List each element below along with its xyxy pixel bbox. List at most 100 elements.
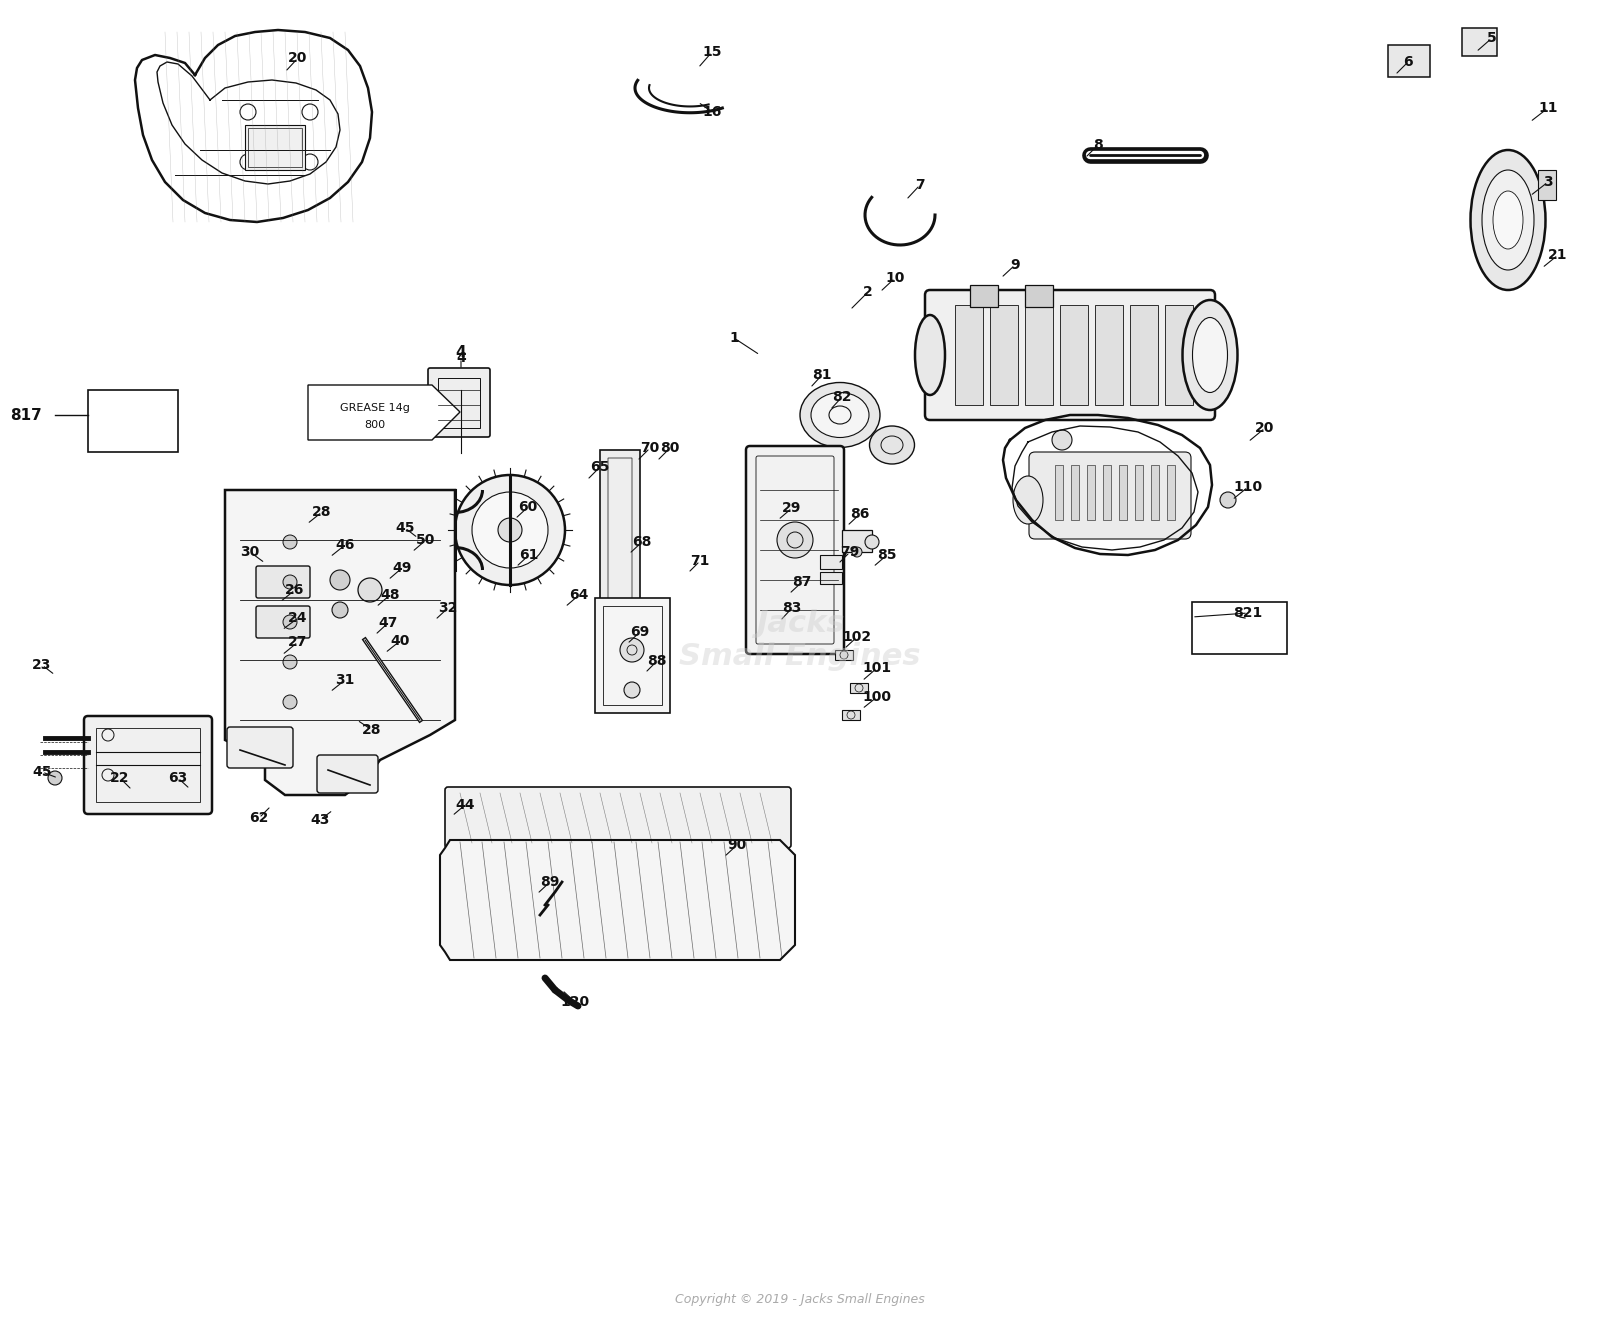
Text: 3: 3 [1542, 175, 1554, 189]
Ellipse shape [915, 315, 946, 395]
Bar [819, 554, 842, 569]
Text: 68: 68 [632, 536, 651, 549]
Text: 7: 7 [915, 178, 925, 191]
Text: 4: 4 [456, 351, 466, 366]
Text: 9: 9 [1010, 258, 1019, 272]
Circle shape [283, 574, 298, 589]
Polygon shape [440, 840, 795, 960]
Text: 5: 5 [1486, 31, 1498, 46]
Bar [245, 125, 306, 170]
Text: 81: 81 [813, 368, 832, 382]
FancyBboxPatch shape [429, 368, 490, 437]
Bar [1102, 465, 1110, 520]
Text: 30: 30 [240, 545, 259, 558]
Text: 86: 86 [850, 507, 870, 521]
Text: 29: 29 [782, 501, 802, 516]
Ellipse shape [1470, 150, 1546, 291]
Text: 85: 85 [877, 548, 896, 562]
Text: Copyright © 2019 - Jacks Small Engines: Copyright © 2019 - Jacks Small Engines [675, 1293, 925, 1307]
Bar [970, 285, 998, 307]
Text: 88: 88 [648, 653, 667, 668]
Bar [438, 378, 480, 428]
Text: 821: 821 [1234, 607, 1262, 620]
Circle shape [621, 637, 643, 661]
Circle shape [866, 536, 878, 549]
Bar [610, 862, 622, 943]
Bar [1070, 465, 1078, 520]
Bar [819, 572, 842, 584]
Bar [1026, 285, 1053, 307]
Text: 800: 800 [365, 420, 386, 430]
Text: 32: 32 [438, 601, 458, 615]
Ellipse shape [811, 392, 869, 438]
Text: 4: 4 [456, 345, 466, 360]
FancyBboxPatch shape [1029, 453, 1190, 540]
Bar [530, 862, 542, 943]
Bar [1150, 465, 1158, 520]
FancyBboxPatch shape [256, 566, 310, 599]
Text: 120: 120 [560, 995, 589, 1010]
Circle shape [498, 518, 522, 542]
Circle shape [283, 536, 298, 549]
Bar [1026, 305, 1053, 404]
Ellipse shape [1182, 300, 1237, 410]
Bar [248, 129, 302, 167]
Text: 20: 20 [1256, 420, 1275, 435]
Text: 61: 61 [520, 548, 539, 562]
Bar [955, 305, 982, 404]
Bar [570, 862, 582, 943]
Circle shape [283, 695, 298, 708]
Polygon shape [226, 490, 454, 795]
Ellipse shape [869, 426, 915, 465]
Bar [1059, 305, 1088, 404]
Ellipse shape [800, 383, 880, 447]
Text: 89: 89 [541, 874, 560, 889]
Bar [1086, 465, 1094, 520]
Text: 90: 90 [728, 838, 747, 852]
Text: 24: 24 [288, 611, 307, 625]
Bar [1389, 46, 1430, 78]
Bar [1538, 170, 1555, 200]
Circle shape [283, 615, 298, 629]
Polygon shape [307, 386, 461, 441]
Circle shape [358, 578, 382, 603]
Text: 10: 10 [885, 270, 904, 285]
Text: 43: 43 [310, 813, 330, 828]
Bar [96, 728, 200, 802]
Bar [1462, 28, 1498, 56]
FancyBboxPatch shape [227, 727, 293, 769]
Text: 83: 83 [782, 601, 802, 615]
Text: 64: 64 [570, 588, 589, 603]
Text: 15: 15 [702, 46, 722, 59]
FancyBboxPatch shape [445, 787, 790, 848]
Bar [1054, 465, 1062, 520]
Polygon shape [600, 450, 640, 660]
FancyBboxPatch shape [746, 446, 845, 653]
Circle shape [1053, 430, 1072, 450]
Text: 28: 28 [312, 505, 331, 520]
Bar [842, 710, 861, 720]
Bar [603, 607, 662, 706]
Bar [1130, 305, 1158, 404]
Bar [490, 862, 502, 943]
Text: 8: 8 [1093, 138, 1102, 153]
Bar [1165, 305, 1194, 404]
Text: 45: 45 [32, 765, 51, 779]
Text: 40: 40 [390, 633, 410, 648]
Ellipse shape [1013, 475, 1043, 524]
Text: 79: 79 [840, 545, 859, 558]
Bar [850, 683, 867, 694]
Text: 49: 49 [392, 561, 411, 574]
Text: 60: 60 [518, 499, 538, 514]
Text: Jacks
Small Engines: Jacks Small Engines [680, 609, 920, 671]
Circle shape [851, 548, 862, 557]
Text: 27: 27 [288, 635, 307, 649]
Circle shape [1221, 491, 1235, 507]
Text: 46: 46 [336, 538, 355, 552]
Text: 82: 82 [832, 390, 851, 404]
Text: 6: 6 [1403, 55, 1413, 70]
Bar [1134, 465, 1142, 520]
Circle shape [454, 475, 565, 585]
Bar [690, 862, 702, 943]
Text: 102: 102 [843, 631, 872, 644]
